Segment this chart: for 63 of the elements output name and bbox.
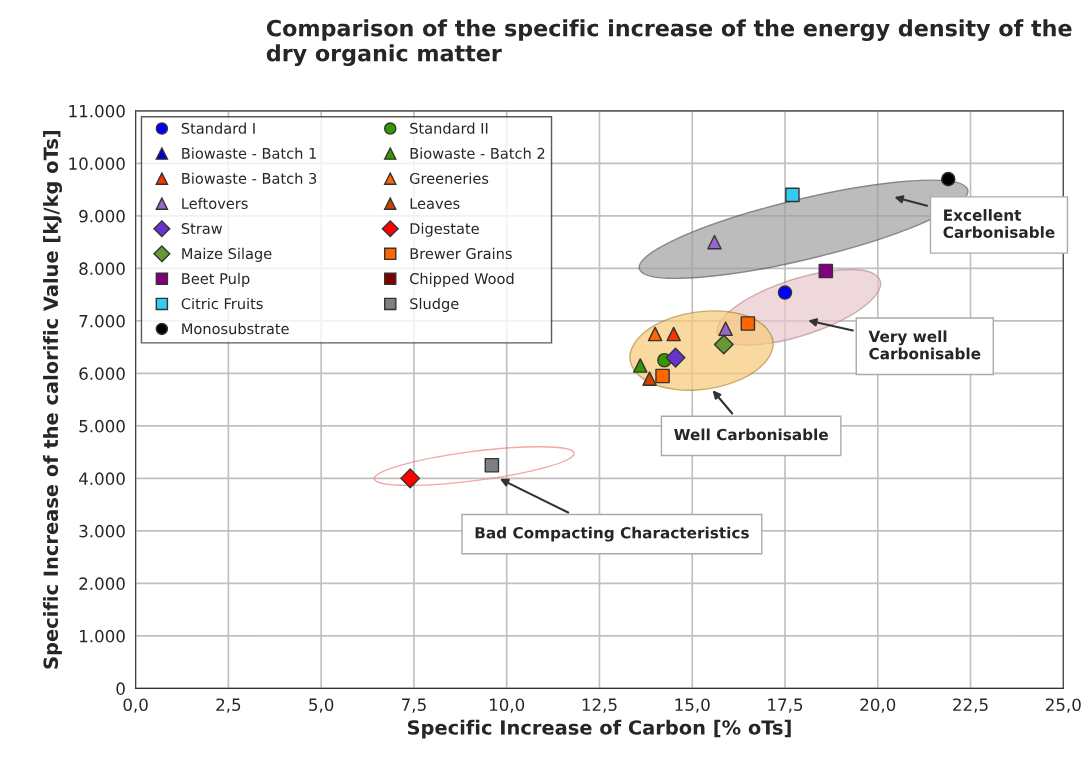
legend-label: Beet Pulp bbox=[182, 272, 250, 287]
legend-label: Leaves bbox=[410, 198, 460, 209]
legend-label: Greeneries bbox=[410, 172, 489, 184]
annotation: Excellent Carbonisable bbox=[943, 209, 1055, 238]
x-axis-title: Specific Increase of Carbon [% oTs] bbox=[407, 719, 791, 739]
annotation: Bad Compacting Characteristics bbox=[475, 526, 749, 542]
x-tick-label: 25,0 bbox=[1045, 698, 1081, 713]
legend-label: Monosubstrate bbox=[182, 322, 289, 335]
y-tick-label: 8.000 bbox=[79, 262, 125, 275]
x-tick-label: 5,0 bbox=[309, 698, 334, 713]
y-tick-label: 11.000 bbox=[69, 104, 125, 118]
chart-title: Comparison of the specific increase of the energy density of the dry organic matter bbox=[266, 19, 1072, 66]
legend-label: Brewer Grains bbox=[410, 247, 512, 260]
y-tick-label: 4.000 bbox=[79, 472, 125, 485]
x-tick-label: 0,0 bbox=[123, 698, 148, 713]
point bbox=[740, 316, 756, 331]
legend-label: Sludge bbox=[410, 297, 459, 313]
legend-label: Citric Fruits bbox=[181, 297, 263, 310]
point bbox=[666, 326, 681, 342]
point bbox=[400, 468, 421, 489]
y-tick-label: 5.000 bbox=[79, 419, 125, 433]
legend-label: Biowaste - Batch 2 bbox=[410, 147, 545, 159]
legend-label: Standard II bbox=[410, 122, 488, 134]
legend-label: Biowaste - Batch 1 bbox=[182, 147, 316, 159]
legend-label: Digestate bbox=[410, 222, 479, 237]
y-tick-label: 10.000 bbox=[69, 157, 125, 170]
y-tick-label: 1.000 bbox=[80, 629, 125, 643]
legend-label: Chipped Wood bbox=[410, 272, 514, 287]
y-tick-label: 9.000 bbox=[79, 209, 125, 223]
x-tick-label: 10,0 bbox=[489, 698, 525, 713]
x-tick-label: 22,5 bbox=[953, 698, 988, 713]
point bbox=[647, 326, 663, 342]
point bbox=[785, 187, 800, 203]
legend-label: Straw bbox=[181, 223, 223, 235]
y-tick-label: 0 bbox=[116, 682, 125, 695]
point bbox=[632, 358, 648, 373]
point bbox=[707, 234, 722, 250]
legend-label: Biowaste - Batch 3 bbox=[182, 172, 317, 184]
point bbox=[718, 321, 733, 337]
y-tick-label: 7.000 bbox=[79, 314, 125, 328]
y-tick-label: 3.000 bbox=[79, 524, 125, 538]
y-tick-label: 2.000 bbox=[79, 577, 125, 590]
point bbox=[818, 263, 834, 279]
point bbox=[665, 347, 686, 368]
annotation: Very well Carbonisable bbox=[868, 330, 981, 360]
x-tick-label: 7,5 bbox=[402, 698, 426, 713]
legend-label: Standard I bbox=[181, 122, 255, 134]
x-tick-label: 12,5 bbox=[582, 698, 617, 713]
x-tick-label: 15,0 bbox=[675, 698, 710, 713]
x-tick-label: 2,5 bbox=[216, 698, 241, 713]
legend-label: Leftovers bbox=[182, 197, 248, 209]
y-axis-title: Specific Increase of the calorific Value [kJ/kg oTs] bbox=[43, 130, 63, 669]
point bbox=[642, 371, 657, 386]
annotation: Well Carbonisable bbox=[674, 428, 828, 441]
point bbox=[655, 368, 670, 384]
point bbox=[484, 457, 500, 473]
point bbox=[940, 171, 956, 187]
legend-label: Maize Silage bbox=[182, 247, 272, 262]
x-tick-label: 20,0 bbox=[860, 698, 896, 713]
x-tick-label: 17,5 bbox=[768, 698, 803, 713]
point bbox=[777, 285, 793, 300]
y-tick-label: 6.000 bbox=[79, 367, 125, 380]
point bbox=[713, 334, 734, 355]
